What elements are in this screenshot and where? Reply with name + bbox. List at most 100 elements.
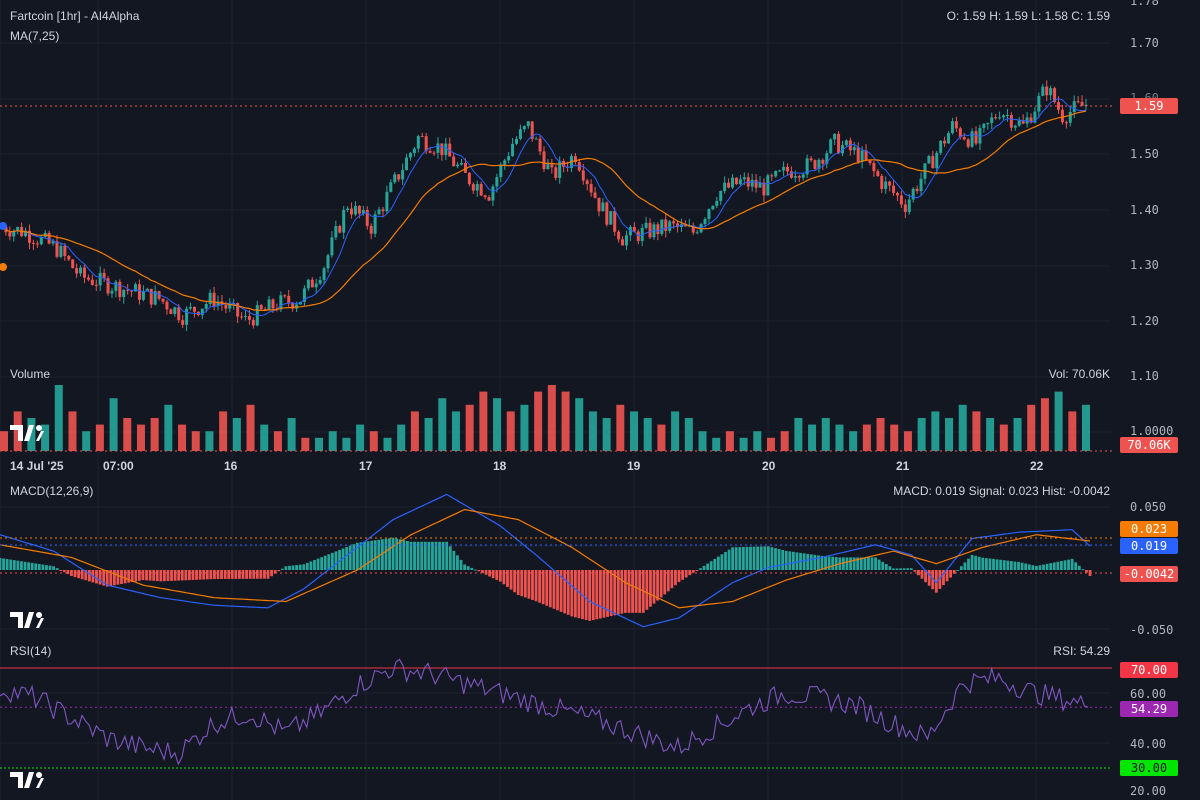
candle-body [770,175,774,177]
volume-bar [903,431,912,451]
macd-hist-bar [595,570,599,620]
macd-hist-bar [774,548,777,570]
price-panel[interactable] [0,80,1112,332]
candle-body [939,140,943,153]
volume-title[interactable]: Volume [10,367,51,381]
candle-body [1057,102,1061,110]
candle-body [640,227,644,241]
rsi-title[interactable]: RSI(14) [10,644,52,658]
macd-tick: -0.050 [1130,623,1174,637]
rsi-lower-badge: 30.00 [1120,760,1178,776]
macd-hist-bar [488,570,492,577]
candle-body [298,301,302,305]
macd-hist-bar [720,554,724,570]
macd-hist-bar [995,559,999,570]
volume-panel[interactable] [0,385,1112,452]
macd-hist-bar [867,557,870,570]
candle-body [683,224,687,227]
macd-hist-bar [967,558,970,570]
candle-body [852,147,856,151]
macd-hist-bar [459,559,463,570]
volume-bar [342,437,351,451]
macd-hist-bar [255,570,259,579]
candle-body [102,272,106,279]
macd-hist-bar [252,570,256,579]
volume-bar [1040,398,1049,451]
rsi-upper-badge: 70.00 [1120,662,1178,678]
candle-body [165,301,169,310]
macd-hist-bar [166,570,170,582]
candle-body [153,291,157,305]
macd-hist-bar [284,566,288,570]
macd-hist-bar [1077,565,1081,570]
macd-hist-bar [338,549,341,570]
macd-hist-bar [173,570,177,581]
macd-hist-bar [1034,565,1038,570]
x-axis-label: 18 [493,459,507,473]
candle-body [621,239,625,246]
candle-body [330,237,334,256]
candle-body [126,289,130,291]
macd-hist-bar [245,570,248,579]
candle-body [809,158,813,161]
volume-bar [602,418,611,451]
macd-hist-bar [98,570,102,585]
macd-hist-bar [1056,561,1060,570]
macd-hist-bar [520,570,524,597]
candle-body [919,178,923,192]
volume-bar [1027,404,1036,451]
macd-hist-bar [495,570,499,580]
macd-hist-bar [563,570,567,614]
volume-bar [739,437,748,451]
macd-hist-bar [345,547,349,570]
macd-hist-bar [902,568,906,570]
macd-hist-bar [577,570,581,619]
macd-hist-bar [145,570,148,581]
candle-body [444,143,448,156]
candle-body [416,136,420,149]
macd-hist-bar [541,570,545,605]
rsi-panel[interactable] [0,658,1112,769]
tradingview-logo-icon [10,612,44,628]
macd-hist-bar [752,546,756,570]
macd-hist-bar [724,551,727,570]
candle-body [762,182,766,196]
candle-body [149,288,153,305]
candle-body [499,164,503,178]
macd-hist-bar [248,570,252,579]
volume-bar [493,398,502,451]
macd-hist-bar [16,560,20,570]
macd-title[interactable]: MACD(12,26,9) [10,484,94,498]
macd-hist-bar [688,570,692,576]
macd-hist-bar [674,570,677,586]
volume-bar [945,418,954,451]
macd-hist-bar [588,570,592,621]
macd-hist-bar [234,570,238,579]
macd-hist-bar [513,570,517,593]
macd-panel[interactable] [0,493,1112,628]
ma-indicator-label[interactable]: MA(7,25) [10,29,60,43]
macd-hist-bar [170,570,173,581]
candle-body [628,226,632,236]
candle-body [522,126,526,130]
candle-body [935,152,939,169]
macd-hist-bar [95,570,98,584]
candle-body [876,171,880,176]
volume-bar [1068,411,1077,451]
candle-body [448,143,452,157]
macd-hist-bar [1060,561,1063,570]
volume-bar [191,431,200,451]
macd-hist-bar [706,563,710,570]
volume-bar [616,404,625,451]
macd-hist-bar [55,568,59,570]
macd-hist-bar [195,570,198,580]
candle-body [244,315,248,318]
macd-hist-bar [202,570,206,580]
macd-hist-bar [298,564,302,570]
candle-body [915,188,919,192]
macd-hist-bar [899,568,902,570]
macd-hist-bar [831,556,835,570]
candle-body [950,121,954,134]
price-tick: 1.40 [1130,203,1159,217]
